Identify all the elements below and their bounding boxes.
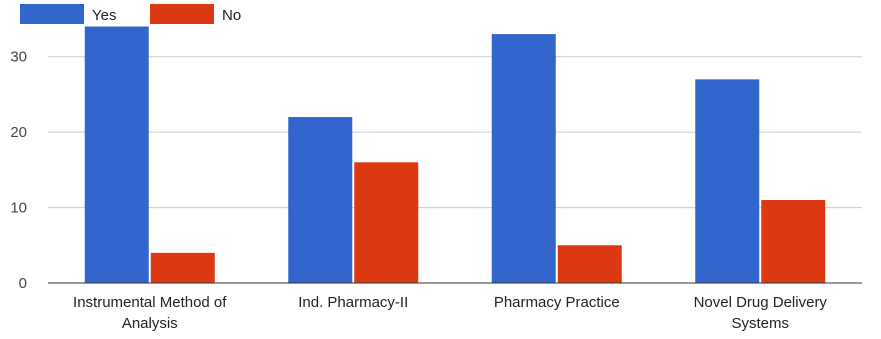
legend-label-no: No (222, 7, 241, 24)
bar-yes-2 (491, 34, 556, 283)
x-category-label: Ind. Pharmacy-II (298, 294, 408, 311)
x-category-label: Analysis (122, 315, 178, 332)
bar-no-3 (761, 200, 826, 283)
y-tick-label: 30 (10, 49, 27, 66)
x-category-label: Systems (731, 315, 789, 332)
y-tick-label: 20 (10, 124, 27, 141)
x-axis-labels: Instrumental Method of Analysis Ind. Pharm… (73, 294, 827, 332)
bar-no-1 (354, 162, 419, 283)
y-tick-label: 10 (10, 200, 27, 217)
bar-no-0 (150, 252, 215, 283)
y-axis-ticks: 0 10 20 30 (10, 49, 27, 292)
legend-swatch-no (150, 4, 214, 24)
legend-label-yes: Yes (92, 7, 116, 24)
x-category-label: Instrumental Method of (73, 294, 227, 311)
bar-yes-0 (84, 26, 149, 284)
bar-yes-3 (695, 79, 760, 283)
bar-no-2 (557, 245, 622, 283)
x-category-label: Novel Drug Delivery (694, 294, 828, 311)
bars (84, 26, 826, 284)
x-category-label: Pharmacy Practice (494, 294, 620, 311)
legend-swatch-yes (20, 4, 84, 24)
bar-yes-1 (288, 117, 353, 284)
y-tick-label: 0 (19, 275, 27, 292)
legend: Yes No (20, 4, 241, 24)
